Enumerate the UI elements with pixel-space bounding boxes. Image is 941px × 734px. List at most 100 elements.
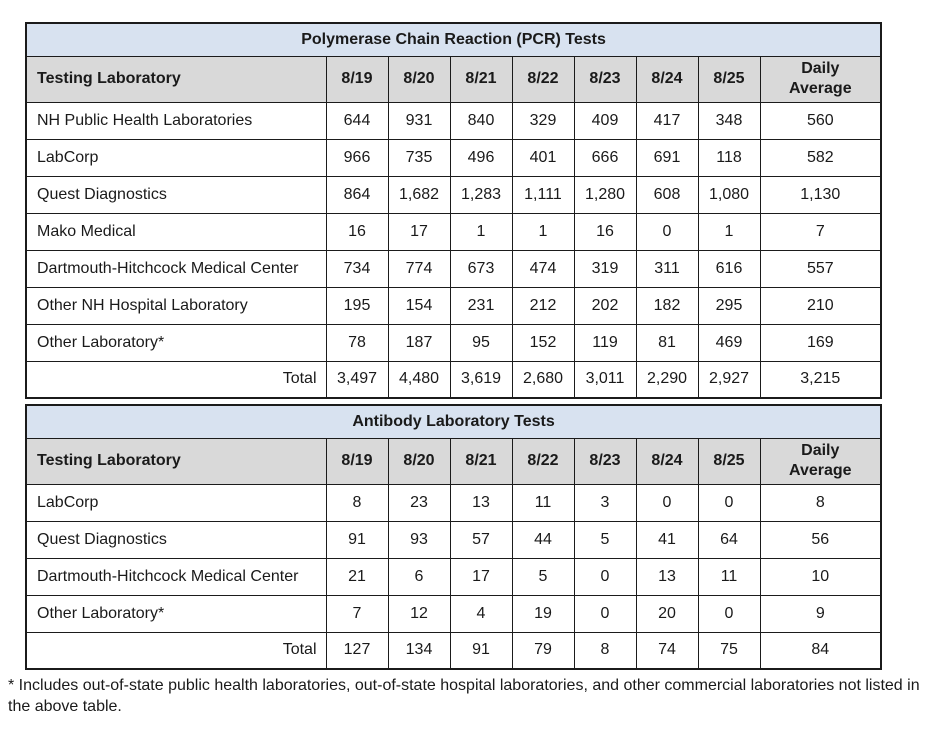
total-value-cell: 75: [697, 631, 761, 670]
value-cell: 582: [759, 138, 882, 177]
value-cell: 119: [573, 323, 637, 362]
value-cell: 3: [573, 483, 637, 522]
column-header-date: 8/24: [635, 55, 699, 103]
value-cell: 16: [573, 212, 637, 251]
value-cell: 1: [697, 212, 761, 251]
antibody-header-row: Testing Laboratory 8/19 8/20 8/21 8/22 8…: [25, 437, 882, 485]
lab-name-cell: Dartmouth-Hitchcock Medical Center: [25, 249, 327, 288]
table-row: Other Laboratory* 7 12 4 19 0 20 0 9: [25, 594, 882, 633]
table-row: NH Public Health Laboratories 644 931 84…: [25, 101, 882, 140]
value-cell: 169: [759, 323, 882, 362]
antibody-title-row: Antibody Laboratory Tests: [25, 404, 882, 439]
value-cell: 474: [511, 249, 575, 288]
column-header-date: 8/21: [449, 55, 513, 103]
value-cell: 0: [635, 212, 699, 251]
column-header-daily-average: Daily Average: [759, 437, 882, 485]
value-cell: 1: [511, 212, 575, 251]
value-cell: 1,682: [387, 175, 451, 214]
value-cell: 64: [697, 520, 761, 559]
column-header-date: 8/21: [449, 437, 513, 485]
value-cell: 7: [325, 594, 389, 633]
value-cell: 616: [697, 249, 761, 288]
lab-name-cell: Other NH Hospital Laboratory: [25, 286, 327, 325]
value-cell: 195: [325, 286, 389, 325]
value-cell: 202: [573, 286, 637, 325]
value-cell: 496: [449, 138, 513, 177]
value-cell: 1,130: [759, 175, 882, 214]
value-cell: 608: [635, 175, 699, 214]
total-value-cell: 2,680: [511, 360, 575, 399]
value-cell: 11: [697, 557, 761, 596]
total-value-cell: 4,480: [387, 360, 451, 399]
value-cell: 8: [759, 483, 882, 522]
daily-average-label: Daily Average: [789, 60, 852, 97]
column-header-testing-laboratory: Testing Laboratory: [25, 437, 327, 485]
total-value-cell: 79: [511, 631, 575, 670]
value-cell: 10: [759, 557, 882, 596]
value-cell: 17: [449, 557, 513, 596]
value-cell: 469: [697, 323, 761, 362]
column-header-date: 8/24: [635, 437, 699, 485]
value-cell: 4: [449, 594, 513, 633]
lab-name-cell: LabCorp: [25, 483, 327, 522]
total-value-cell: 8: [573, 631, 637, 670]
value-cell: 12: [387, 594, 451, 633]
value-cell: 666: [573, 138, 637, 177]
value-cell: 187: [387, 323, 451, 362]
value-cell: 966: [325, 138, 389, 177]
total-row: Total 127 134 91 79 8 74 75 84: [25, 631, 882, 670]
column-header-date: 8/23: [573, 437, 637, 485]
total-value-cell: 2,927: [697, 360, 761, 399]
pcr-table-title: Polymerase Chain Reaction (PCR) Tests: [25, 22, 882, 57]
value-cell: 735: [387, 138, 451, 177]
lab-name-cell: NH Public Health Laboratories: [25, 101, 327, 140]
table-row: Dartmouth-Hitchcock Medical Center 21 6 …: [25, 557, 882, 596]
antibody-tests-table: Antibody Laboratory Tests Testing Labora…: [25, 404, 883, 670]
lab-name-cell: Other Laboratory*: [25, 594, 327, 633]
value-cell: 95: [449, 323, 513, 362]
value-cell: 8: [325, 483, 389, 522]
column-header-date: 8/23: [573, 55, 637, 103]
column-header-date: 8/22: [511, 55, 575, 103]
value-cell: 0: [573, 594, 637, 633]
value-cell: 17: [387, 212, 451, 251]
value-cell: 11: [511, 483, 575, 522]
value-cell: 20: [635, 594, 699, 633]
total-value-cell: 84: [759, 631, 882, 670]
value-cell: 118: [697, 138, 761, 177]
value-cell: 154: [387, 286, 451, 325]
value-cell: 329: [511, 101, 575, 140]
column-header-date: 8/19: [325, 55, 389, 103]
value-cell: 295: [697, 286, 761, 325]
column-header-date: 8/22: [511, 437, 575, 485]
value-cell: 319: [573, 249, 637, 288]
value-cell: 557: [759, 249, 882, 288]
column-header-date: 8/19: [325, 437, 389, 485]
column-header-date: 8/20: [387, 55, 451, 103]
value-cell: 19: [511, 594, 575, 633]
value-cell: 78: [325, 323, 389, 362]
column-header-date: 8/20: [387, 437, 451, 485]
total-value-cell: 127: [325, 631, 389, 670]
value-cell: 409: [573, 101, 637, 140]
value-cell: 560: [759, 101, 882, 140]
value-cell: 13: [635, 557, 699, 596]
value-cell: 864: [325, 175, 389, 214]
total-value-cell: 3,497: [325, 360, 389, 399]
value-cell: 41: [635, 520, 699, 559]
value-cell: 44: [511, 520, 575, 559]
value-cell: 1,280: [573, 175, 637, 214]
value-cell: 0: [697, 483, 761, 522]
value-cell: 13: [449, 483, 513, 522]
table-row: LabCorp 966 735 496 401 666 691 118 582: [25, 138, 882, 177]
value-cell: 57: [449, 520, 513, 559]
pcr-header-row: Testing Laboratory 8/19 8/20 8/21 8/22 8…: [25, 55, 882, 103]
value-cell: 1,283: [449, 175, 513, 214]
lab-name-cell: Quest Diagnostics: [25, 520, 327, 559]
value-cell: 6: [387, 557, 451, 596]
pcr-title-row: Polymerase Chain Reaction (PCR) Tests: [25, 22, 882, 57]
value-cell: 774: [387, 249, 451, 288]
value-cell: 840: [449, 101, 513, 140]
report-page: Polymerase Chain Reaction (PCR) Tests Te…: [8, 22, 920, 715]
total-row: Total 3,497 4,480 3,619 2,680 3,011 2,29…: [25, 360, 882, 399]
